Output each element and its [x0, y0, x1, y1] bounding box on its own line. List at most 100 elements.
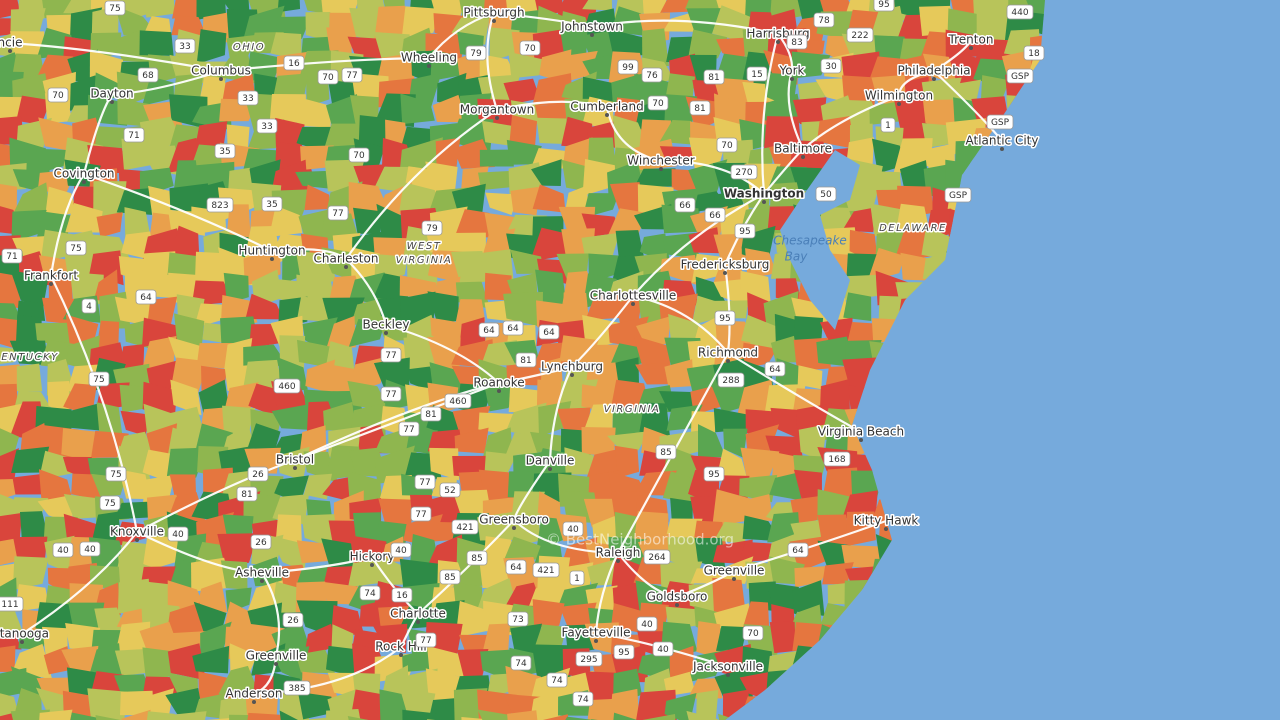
region	[120, 410, 151, 436]
region	[711, 383, 749, 414]
highway-number: 75	[93, 375, 104, 385]
highway-number: 26	[252, 470, 264, 480]
road	[776, 32, 794, 73]
highway-shield	[206, 197, 234, 213]
region	[218, 0, 250, 13]
region	[919, 5, 957, 37]
city-dot	[293, 466, 297, 470]
region	[744, 0, 774, 20]
highway-number: 70	[652, 99, 664, 109]
region	[142, 647, 176, 683]
region	[36, 148, 72, 173]
city-dot	[1000, 147, 1004, 151]
highway-number: 70	[747, 629, 759, 639]
region	[305, 11, 331, 41]
road	[659, 159, 766, 196]
road	[932, 38, 973, 73]
region	[358, 115, 390, 151]
city-dot	[492, 19, 496, 23]
city-dot	[897, 102, 901, 106]
highway-shield	[247, 466, 269, 482]
region	[435, 137, 461, 173]
city-label: Wilmington	[865, 89, 933, 103]
region	[893, 97, 931, 131]
region	[306, 78, 330, 107]
road	[370, 555, 420, 616]
region	[765, 582, 799, 615]
highway-number: 70	[721, 141, 733, 151]
highway-shield	[641, 67, 663, 83]
region	[586, 447, 624, 478]
highway-number: 64	[769, 365, 781, 375]
highway-shield	[575, 651, 603, 667]
highway-number: 40	[657, 645, 669, 655]
city-dot	[370, 563, 374, 567]
highway-shield	[341, 67, 363, 83]
highway-number: 79	[470, 49, 482, 59]
city-label: Covington	[53, 167, 114, 181]
region	[402, 648, 435, 673]
region	[169, 183, 208, 214]
highway-number: 74	[515, 659, 527, 669]
region	[402, 709, 440, 720]
highway-number: 222	[851, 31, 868, 41]
region	[65, 623, 101, 651]
highway-number: 77	[385, 351, 396, 361]
highway-shield	[420, 406, 442, 422]
city-label: Goldsboro	[647, 590, 708, 604]
highway-shield	[689, 100, 711, 116]
road	[497, 365, 574, 385]
highway-number: 40	[641, 620, 653, 630]
region	[794, 565, 831, 588]
city-label: Roanoke	[473, 376, 524, 390]
city-dot	[726, 673, 730, 677]
region	[0, 645, 16, 672]
road	[344, 257, 388, 327]
highway-number: 77	[346, 71, 357, 81]
region	[67, 403, 100, 431]
highway-shield	[81, 298, 97, 314]
city-dot	[20, 640, 24, 644]
roads	[8, 11, 1004, 696]
highway-shield	[439, 482, 461, 498]
region	[353, 207, 382, 234]
region	[587, 698, 615, 720]
region	[581, 232, 620, 260]
city-label: Fayetteville	[562, 626, 631, 640]
region	[716, 625, 747, 652]
highway-shield	[466, 550, 488, 566]
region	[817, 116, 856, 150]
city-dot	[723, 271, 727, 275]
highway-shield	[813, 12, 835, 28]
road	[270, 248, 348, 261]
region	[427, 291, 459, 324]
region	[581, 427, 616, 457]
city-label: Charlotte	[390, 607, 446, 621]
highway-shield	[65, 240, 87, 256]
region	[297, 691, 333, 720]
highway-shield	[414, 474, 436, 490]
highway-shield	[439, 569, 461, 585]
highway-shield	[652, 641, 674, 657]
region	[223, 272, 249, 304]
region	[714, 521, 747, 545]
region	[347, 380, 390, 412]
highway-number: 64	[483, 326, 495, 336]
city-dot	[932, 77, 936, 81]
state-label: DELAWARE	[879, 223, 947, 234]
region	[455, 600, 492, 638]
region	[324, 123, 364, 151]
highway-shield	[703, 466, 725, 482]
region	[11, 446, 50, 473]
highway-shield	[250, 534, 272, 550]
highway-number: 4	[86, 302, 92, 312]
region	[113, 521, 147, 548]
region	[37, 709, 73, 720]
region	[165, 711, 207, 720]
region	[245, 293, 284, 320]
region	[530, 431, 566, 453]
city-label: Philadelphia	[897, 64, 970, 78]
region	[745, 248, 777, 280]
region	[770, 407, 805, 441]
region	[93, 269, 119, 303]
